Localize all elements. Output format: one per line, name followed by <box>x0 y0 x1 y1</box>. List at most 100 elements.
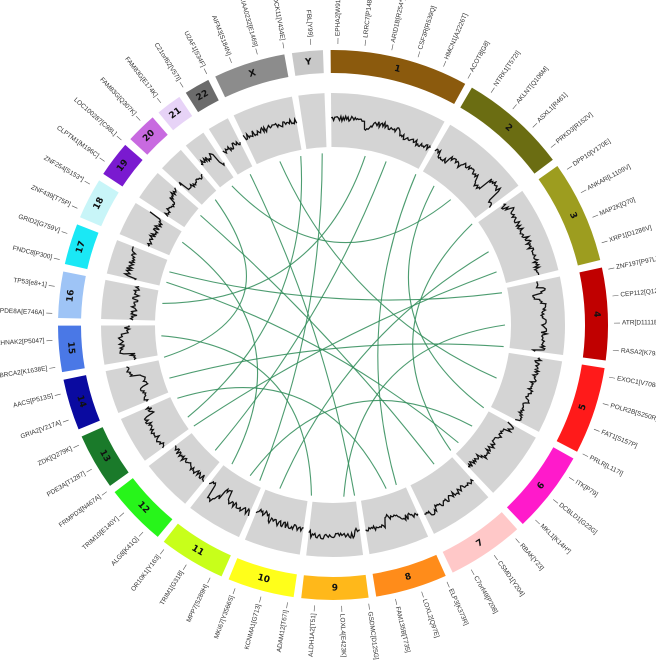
gene-label: NTRK1[T572I] <box>493 50 522 88</box>
chromosome-segment-18 <box>80 180 119 227</box>
chromosome-label-y: Y <box>304 57 313 68</box>
gene-label: KIAA0232[E1469] <box>238 0 259 48</box>
gene-tick <box>73 444 80 448</box>
chromosome-segment-8 <box>372 554 446 597</box>
gene-tick <box>53 257 60 260</box>
sv-link <box>193 271 497 427</box>
gene-tick <box>515 538 520 544</box>
gene-tick <box>71 205 78 209</box>
gene-tick <box>532 122 538 128</box>
gene-tick <box>395 598 398 605</box>
gene-label: ACOT8[G8] <box>469 40 492 73</box>
chromosome-label-17: 17 <box>75 240 88 255</box>
gene-tick <box>593 428 600 432</box>
gene-label: ALG8[K41Q] <box>110 535 140 567</box>
sv-link <box>412 223 473 451</box>
gene-label: TRIM1[G318] <box>159 570 185 607</box>
gene-tick <box>138 531 144 537</box>
gene-tick <box>101 491 107 496</box>
gene-tick <box>368 603 370 610</box>
chromosome-label-3: 3 <box>567 211 579 221</box>
chromosome-segment-9 <box>301 574 369 600</box>
gene-label: PDE3A[T1287] <box>46 470 87 498</box>
chromosome-segment-6 <box>506 447 574 525</box>
chromosome-label-8: 8 <box>404 572 413 583</box>
copy-number-trace-6 <box>467 421 515 468</box>
gene-label: MKI67[Y3566S] <box>213 595 235 640</box>
chromosome-segment-15 <box>58 325 85 373</box>
gene-label: MAP2K[Q70] <box>599 196 637 217</box>
gene-tick <box>86 468 92 473</box>
gene-tick <box>62 419 69 423</box>
gene-label: GRIA2[V217A] <box>20 419 63 440</box>
gene-tick <box>286 602 288 609</box>
chromosome-segment-5 <box>556 364 605 452</box>
gene-tick <box>601 240 608 244</box>
copy-number-trace-22 <box>222 140 241 155</box>
gene-tick <box>490 87 495 93</box>
copy-number-background-19 <box>139 173 199 228</box>
copy-number-trace-21 <box>199 152 225 167</box>
gene-tick <box>553 499 559 504</box>
gene-label: ITK[P79] <box>574 479 599 499</box>
chromosome-segment-10 <box>228 558 297 598</box>
copy-number-background-8 <box>360 487 429 555</box>
copy-number-background-11 <box>190 465 261 538</box>
copy-number-trace-x <box>242 116 298 141</box>
sv-link <box>279 251 489 489</box>
gene-tick <box>470 569 475 576</box>
gene-label: EPHA2[W912C] <box>335 0 343 36</box>
copy-number-background-14 <box>105 360 169 414</box>
copy-number-background-1 <box>330 93 445 169</box>
chromosome-label-4: 4 <box>591 311 601 318</box>
sv-link <box>181 241 259 465</box>
gene-label: POLR2B[S250R] <box>610 402 656 423</box>
gene-label: ANKAR[L1109V] <box>586 163 632 192</box>
gene-tick <box>135 115 141 121</box>
gene-tick <box>580 189 587 194</box>
gene-tick <box>61 231 68 234</box>
gene-label: FRMPD3[N467A] <box>58 494 103 530</box>
chromosome-segment-7 <box>442 512 518 573</box>
gene-tick <box>602 403 609 406</box>
chromosome-segment-1 <box>330 50 466 105</box>
gene-label: ZNF439[T75P] <box>30 184 72 208</box>
chromosome-segment-x <box>215 54 289 98</box>
sv-link <box>161 335 312 496</box>
gene-label: TRIM10[E140Y] <box>81 515 120 551</box>
copy-number-background-20 <box>162 149 217 205</box>
gene-label: FBL[Y99] <box>304 10 313 38</box>
gene-tick <box>612 349 619 352</box>
gene-label: RASA2[K793A] <box>621 347 656 358</box>
copy-number-background-x <box>233 96 302 165</box>
gene-tick <box>229 57 232 64</box>
gene-label: FAT1[S157P] <box>600 429 638 450</box>
gene-label: ZDK[Q279K] <box>37 445 73 467</box>
sv-link <box>214 161 387 451</box>
gene-label: LOC100287[C98L] <box>72 96 118 137</box>
chromosome-segment-4 <box>579 267 608 361</box>
gene-label: ZNF197[P97L] <box>616 256 656 271</box>
chromosome-label-9: 9 <box>332 583 338 593</box>
copy-number-background-9 <box>306 501 364 557</box>
gene-tick <box>493 555 498 561</box>
gene-label: C7orf49[P208] <box>472 575 499 615</box>
chromosome-segment-20 <box>130 117 168 155</box>
gene-tick <box>54 393 61 396</box>
copy-number-trace-9 <box>308 527 361 540</box>
gene-tick <box>84 180 90 185</box>
copy-number-trace-10 <box>255 508 304 533</box>
gene-label: LRRC7[P1484H] <box>362 0 374 38</box>
copy-number-trace-8 <box>365 512 419 532</box>
gene-tick <box>156 97 162 104</box>
gene-tick <box>582 453 589 457</box>
gene-tick <box>232 588 236 595</box>
gene-label: PRLR[L117I] <box>588 454 624 477</box>
gene-tick <box>364 39 366 46</box>
gene-label: RBAK[Y23] <box>518 542 545 572</box>
chromosome-label-15: 15 <box>65 341 76 354</box>
gene-tick <box>566 165 573 170</box>
sv-link <box>377 174 417 486</box>
copy-number-trace-7 <box>424 478 474 516</box>
